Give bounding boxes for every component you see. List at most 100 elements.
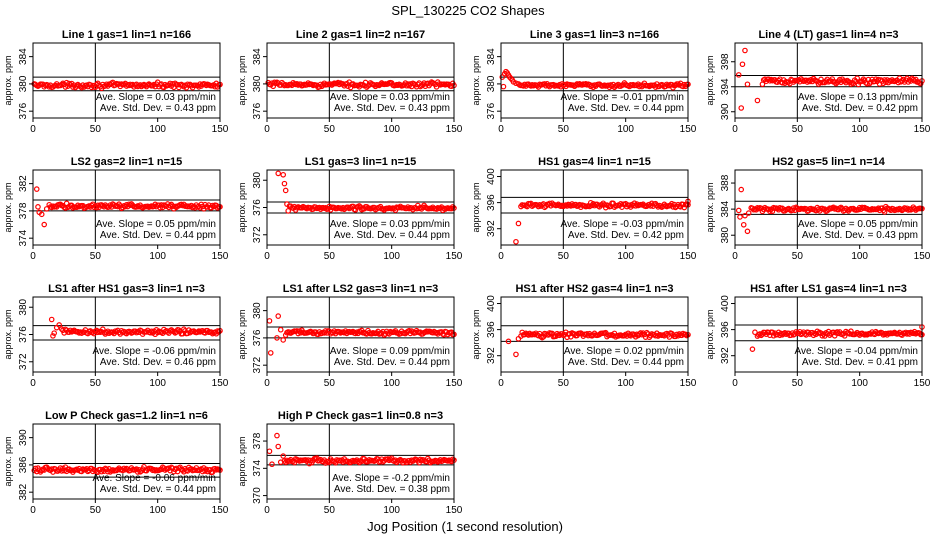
stddev-stat: Ave. Std. Dev. = 0.43 ppm xyxy=(334,103,450,114)
data-point xyxy=(838,204,844,211)
plot-frame xyxy=(266,42,455,119)
data-points xyxy=(265,79,457,91)
plot-frame xyxy=(266,296,455,373)
data-point xyxy=(167,202,173,209)
data-point xyxy=(356,203,363,209)
x-tick-label: 150 xyxy=(446,124,463,135)
outlier-point xyxy=(748,205,755,211)
y-tick-label: 400 xyxy=(486,168,497,185)
y-tick-label: 396 xyxy=(486,194,497,211)
x-tick-label: 100 xyxy=(383,124,400,135)
stddev-stat: Ave. Std. Dev. = 0.44 ppm xyxy=(568,103,684,114)
y-tick-label: 400 xyxy=(486,295,497,312)
x-tick-label: 50 xyxy=(324,378,336,389)
outlier-point xyxy=(43,206,50,212)
y-tick-label: 376 xyxy=(252,102,263,119)
x-tick-label: 0 xyxy=(732,124,738,135)
data-point xyxy=(269,80,275,87)
data-points xyxy=(735,47,925,111)
y-tick-label: 400 xyxy=(720,295,731,312)
data-points xyxy=(749,324,925,352)
data-point xyxy=(655,204,661,210)
outlier-point xyxy=(285,208,291,214)
y-axis-title: approx. ppm xyxy=(3,182,13,232)
data-points xyxy=(266,313,457,356)
stddev-stat: Ave. Std. Dev. = 0.44 ppm xyxy=(334,230,450,241)
data-point xyxy=(312,204,319,210)
x-tick-label: 0 xyxy=(264,251,270,262)
outlier-point xyxy=(38,211,45,218)
slope-stat: Ave. Slope = -0.03 ppm/min xyxy=(561,219,685,230)
panel-title: HS1 after LS1 gas=4 lin=1 n=3 xyxy=(750,283,907,295)
y-tick-label: 382 xyxy=(18,175,29,192)
stddev-stat: Ave. Std. Dev. = 0.42 ppm xyxy=(568,230,684,241)
slope-stat: Ave. Slope = 0.03 ppm/min xyxy=(96,92,216,103)
x-tick-label: 0 xyxy=(264,505,270,516)
outlier-point xyxy=(742,212,748,219)
data-point xyxy=(377,81,384,88)
outlier-point xyxy=(277,326,284,333)
data-point xyxy=(189,204,196,211)
plot-frame xyxy=(500,169,689,246)
outlier-point xyxy=(280,453,287,459)
outlier-point xyxy=(50,333,56,339)
data-point xyxy=(883,330,889,337)
panel-title: LS1 after HS1 gas=3 lin=1 n=3 xyxy=(48,283,205,295)
x-tick-label: 50 xyxy=(792,124,804,135)
y-tick-label: 370 xyxy=(252,487,263,504)
x-tick-label: 150 xyxy=(680,251,697,262)
panel-title: Line 1 gas=1 lin=1 n=166 xyxy=(62,29,191,41)
outlier-point xyxy=(745,210,752,216)
outlier-point xyxy=(282,332,289,338)
panel-14: High P Check gas=1 lin=0.8 n=3 approx. pp… xyxy=(237,410,463,516)
x-tick-label: 100 xyxy=(149,251,166,262)
y-tick-label: 376 xyxy=(252,329,263,346)
x-tick-label: 50 xyxy=(324,505,336,516)
slope-stat: Ave. Slope = -0.2 ppm/min xyxy=(332,473,450,484)
x-tick-label: 50 xyxy=(792,378,804,389)
figure-x-axis-title: Jog Position (1 second resolution) xyxy=(367,519,563,534)
x-tick-label: 0 xyxy=(30,124,36,135)
y-axis-title: approx. ppm xyxy=(705,55,715,105)
slope-stat: Ave. Slope = 0.13 ppm/min xyxy=(798,92,918,103)
x-tick-label: 0 xyxy=(264,378,270,389)
outlier-point xyxy=(56,322,62,328)
x-tick-label: 50 xyxy=(90,124,102,135)
outlier-point xyxy=(500,83,507,90)
outlier-point xyxy=(58,326,65,332)
outlier-point xyxy=(280,337,287,343)
outlier-point xyxy=(740,221,747,228)
data-point xyxy=(215,329,222,335)
y-tick-label: 380 xyxy=(18,75,29,92)
data-point xyxy=(799,77,806,83)
data-point xyxy=(336,328,343,335)
data-points xyxy=(266,432,457,468)
y-tick-label: 380 xyxy=(486,75,497,92)
data-point xyxy=(336,81,343,88)
y-tick-label: 398 xyxy=(720,53,731,70)
figure-title: SPL_130225 CO2 Shapes xyxy=(391,3,545,18)
panel-title: LS2 gas=2 lin=1 n=15 xyxy=(71,156,183,168)
data-point xyxy=(133,466,140,472)
data-point xyxy=(430,329,436,336)
outlier-point xyxy=(518,333,524,339)
y-tick-label: 390 xyxy=(720,103,731,120)
x-tick-label: 0 xyxy=(30,505,36,516)
data-point xyxy=(881,209,888,215)
x-tick-label: 100 xyxy=(149,378,166,389)
data-points xyxy=(275,170,457,214)
stddev-stat: Ave. Std. Dev. = 0.46 ppm xyxy=(100,357,216,368)
x-tick-label: 0 xyxy=(30,378,36,389)
outlier-point xyxy=(737,214,743,220)
data-point xyxy=(355,458,361,465)
panel-1: Line 1 gas=1 lin=1 n=166 approx. ppm 0 50 10… xyxy=(3,29,229,135)
outlier-point xyxy=(51,330,57,336)
y-tick-label: 396 xyxy=(486,321,497,338)
data-point xyxy=(103,329,110,336)
data-point xyxy=(100,202,106,209)
outlier-point xyxy=(274,335,280,341)
data-point xyxy=(176,327,182,333)
y-tick-label: 380 xyxy=(18,298,29,315)
data-point xyxy=(58,81,65,88)
stddev-stat: Ave. Std. Dev. = 0.43 ppm xyxy=(802,230,918,241)
